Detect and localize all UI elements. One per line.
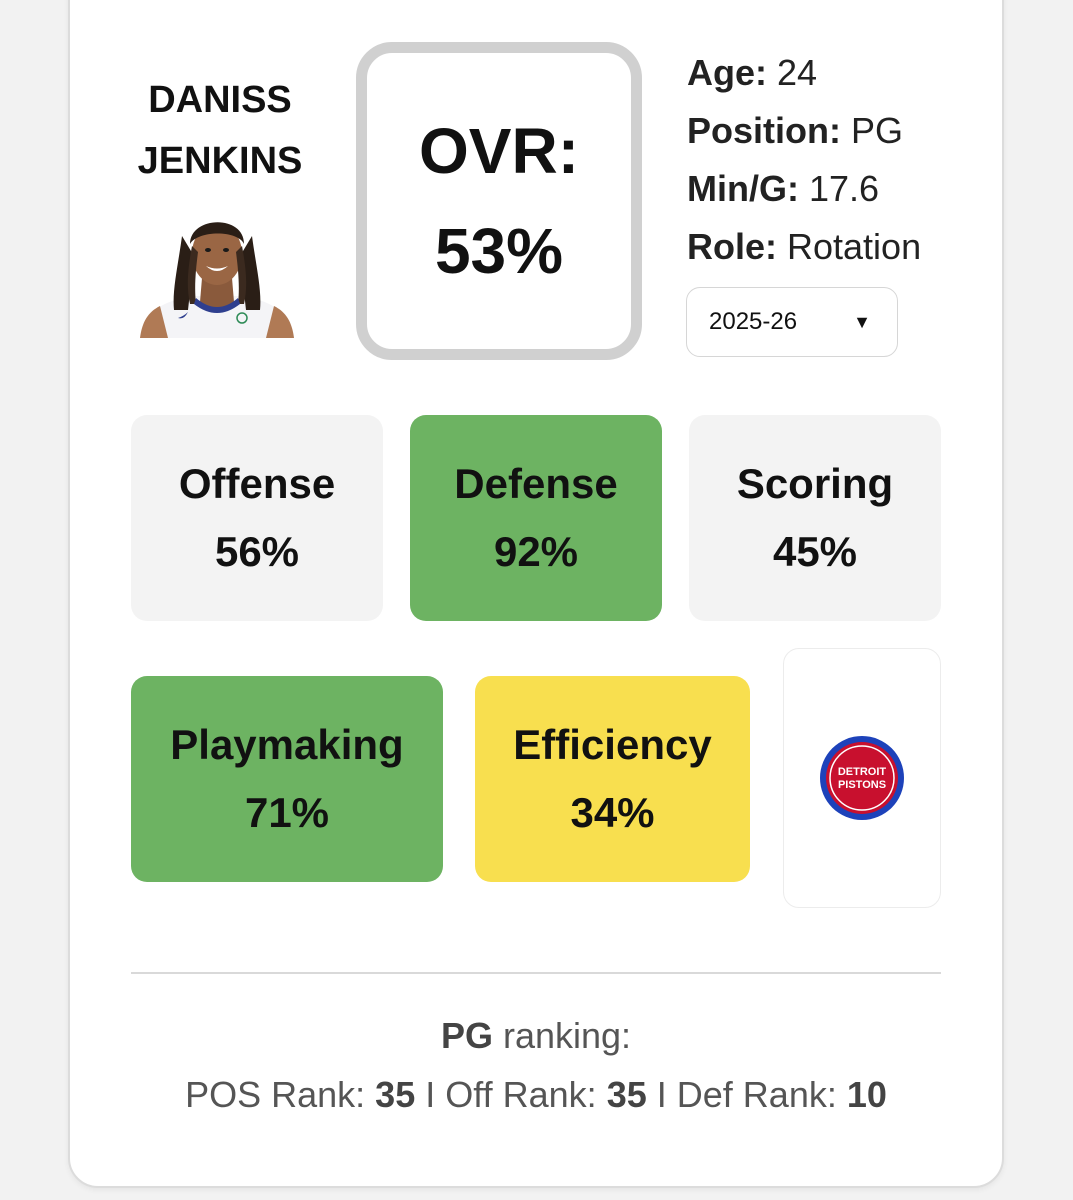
season-select[interactable]: 2025-26 ▼: [686, 287, 898, 357]
rating-label: Defense: [454, 460, 618, 507]
rating-value: 34%: [570, 789, 655, 836]
season-select-value: 2025-26: [709, 308, 798, 335]
rating-value: 56%: [214, 528, 300, 575]
rating-label: Playmaking: [170, 721, 404, 768]
rating-value: 92%: [493, 528, 579, 575]
rating-tile-offense: Offense 56%: [131, 415, 383, 621]
info-role: Role: Rotation: [687, 226, 922, 267]
overall-label: OVR:: [419, 115, 579, 187]
detroit-pistons-logo-icon: DETROIT PISTONS: [820, 736, 904, 820]
pos-rank-value: 35: [375, 1074, 416, 1115]
rating-label: Scoring: [736, 460, 894, 507]
logo-line-2: PISTONS: [838, 779, 886, 791]
player-first-name: DANISS: [148, 79, 292, 121]
team-logo-tile: DETROIT PISTONS: [783, 648, 941, 908]
rating-tile-playmaking: Playmaking 71%: [131, 676, 443, 882]
chevron-down-icon: ▼: [853, 311, 871, 332]
info-minutes: Min/G: 17.6: [687, 168, 880, 209]
ranking-title: PG ranking:: [440, 1015, 632, 1056]
def-rank-value: 10: [846, 1074, 887, 1115]
rating-tile-efficiency: Efficiency 34%: [475, 676, 750, 882]
logo-line-1: DETROIT: [838, 766, 887, 778]
player-last-name: JENKINS: [137, 140, 303, 182]
info-age: Age: 24: [687, 52, 818, 93]
player-info: Age: 24 Position: PG Min/G: 17.6 Role: R…: [687, 44, 977, 276]
overall-rating-box: OVR: 53%: [356, 42, 642, 360]
off-rank-value: 35: [606, 1074, 647, 1115]
rating-value: 71%: [244, 789, 330, 836]
section-divider: [131, 972, 941, 974]
rating-label: Efficiency: [513, 721, 712, 768]
rating-label: Offense: [178, 460, 336, 507]
player-avatar: [140, 222, 294, 338]
overall-value: 53%: [434, 215, 564, 287]
rating-tile-scoring: Scoring 45%: [689, 415, 941, 621]
player-name: DANISS JENKINS: [120, 70, 320, 192]
info-position: Position: PG: [687, 110, 904, 151]
ranking-line: POS Rank: 35 I Off Rank: 35 I Def Rank: …: [185, 1074, 887, 1115]
rating-value: 45%: [772, 528, 858, 575]
rating-tile-defense: Defense 92%: [410, 415, 662, 621]
